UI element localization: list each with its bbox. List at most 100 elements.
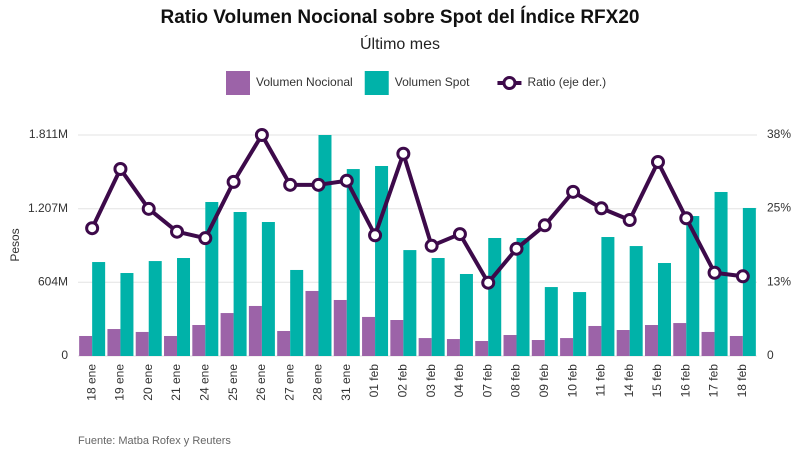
ratio-point (650, 154, 665, 169)
legend-swatch (226, 71, 250, 95)
bar (318, 135, 332, 356)
ratio-point (339, 173, 354, 188)
bar (446, 339, 460, 356)
y2-tick-label: 13% (767, 274, 791, 288)
bar (742, 207, 756, 356)
x-tick-label: 07 feb (480, 364, 494, 398)
bar (148, 261, 162, 356)
bar (375, 165, 389, 356)
x-tick-label: 02 feb (396, 364, 410, 398)
bar (701, 331, 715, 356)
ratio-point (509, 241, 524, 256)
legend-swatch (364, 71, 389, 95)
bar (390, 320, 404, 356)
x-tick-label: 09 feb (537, 364, 551, 398)
bar (305, 290, 319, 356)
bar (573, 292, 587, 356)
bar (277, 330, 291, 356)
y2-tick-label: 0 (767, 348, 774, 362)
x-tick-label: 15 feb (650, 364, 664, 398)
x-tick-label: 10 feb (565, 364, 579, 398)
bar (544, 287, 558, 356)
x-tick-label: 04 feb (452, 364, 466, 398)
chart-subtitle: Último mes (360, 34, 440, 53)
ratio-point (481, 275, 496, 290)
bar (459, 273, 473, 356)
bar (261, 222, 275, 356)
legend-label: Volumen Spot (395, 75, 470, 89)
x-tick-label: 28 ene (311, 364, 325, 401)
ratio-point (396, 146, 411, 161)
bar (79, 335, 93, 356)
bar (644, 325, 658, 356)
source: Fuente: Matba Rofex y Reuters (78, 435, 231, 447)
bar (686, 216, 700, 356)
y-axis-label: Pesos (8, 228, 22, 261)
x-tick-label: 17 feb (707, 364, 721, 398)
ratio-point (424, 238, 439, 253)
ratio-point (226, 174, 241, 189)
y-tick-label: 0 (61, 348, 68, 362)
bar (135, 331, 149, 356)
x-tick-label: 11 feb (594, 364, 608, 397)
y-tick-label: 1.811M (29, 127, 68, 141)
x-tick-label: 25 ene (226, 364, 240, 401)
y-tick-label: 604M (38, 274, 68, 288)
bar (560, 338, 574, 356)
ratio-point (707, 265, 722, 280)
x-tick-label: 18 ene (84, 364, 98, 401)
bar (220, 313, 234, 356)
ratio-point (537, 218, 552, 233)
bar (503, 335, 517, 356)
x-tick-label: 01 feb (367, 364, 381, 398)
ratio-point (283, 177, 298, 192)
bar (177, 258, 191, 356)
bar (192, 325, 206, 356)
x-tick-label: 18 feb (735, 364, 749, 398)
ratio-point (566, 184, 581, 199)
bar (120, 273, 134, 356)
bar (475, 340, 489, 356)
ratio-point (311, 177, 326, 192)
ratio-point (452, 227, 467, 242)
bar (673, 323, 687, 356)
bar (616, 330, 630, 356)
chart-title: Ratio Volumen Nocional sobre Spot del Ín… (161, 6, 640, 28)
x-tick-label: 31 ene (339, 364, 353, 401)
y-tick-label: 1.207M (28, 201, 68, 215)
ratio-point (735, 269, 750, 284)
bar (290, 269, 304, 356)
x-tick-label: 03 feb (424, 364, 438, 398)
ratio-point (141, 201, 156, 216)
x-tick-label: 16 feb (678, 364, 692, 398)
ratio-point (85, 221, 100, 236)
bar (729, 335, 743, 356)
bar (233, 212, 247, 356)
legend-label: Ratio (eje der.) (527, 75, 606, 89)
bar (588, 325, 602, 356)
y2-tick-label: 38% (767, 127, 791, 141)
ratio-point (594, 201, 609, 216)
bar (107, 329, 121, 356)
ratio-point (198, 231, 213, 246)
x-tick-label: 27 ene (282, 364, 296, 401)
legend-label: Volumen Nocional (256, 75, 353, 89)
x-tick-label: 24 ene (197, 364, 211, 401)
x-tick-label: 14 feb (622, 364, 636, 398)
ratio-point (622, 213, 637, 227)
ratio-point (679, 211, 694, 226)
x-tick-label: 21 ene (169, 364, 183, 401)
bar (601, 237, 615, 356)
bar (333, 299, 347, 356)
bar (629, 246, 643, 356)
bar (403, 250, 417, 356)
ratio-point (254, 128, 269, 142)
legend-swatch (502, 76, 517, 90)
x-tick-label: 08 feb (509, 364, 523, 398)
bar (488, 237, 502, 356)
x-tick-label: 26 ene (254, 364, 268, 401)
bar (516, 237, 530, 356)
y2-tick-label: 25% (767, 200, 791, 214)
bar (92, 262, 106, 356)
